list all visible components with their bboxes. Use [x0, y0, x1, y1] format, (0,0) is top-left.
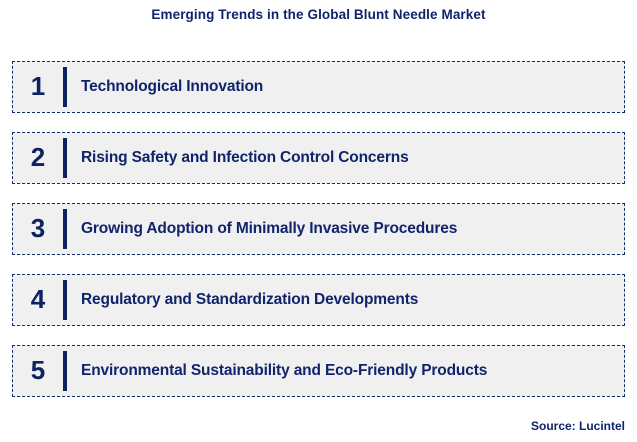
trend-label: Environmental Sustainability and Eco-Fri… — [81, 362, 488, 379]
trend-number: 3 — [30, 213, 46, 243]
list-item[interactable]: 5 Environmental Sustainability and Eco-F… — [12, 345, 625, 397]
source-attribution: Source: Lucintel — [530, 419, 625, 433]
trend-number: 1 — [30, 71, 46, 101]
vertical-divider-icon — [63, 209, 67, 249]
list-item[interactable]: 3 Growing Adoption of Minimally Invasive… — [12, 203, 625, 255]
vertical-divider-icon — [63, 280, 67, 320]
vertical-divider-icon — [63, 138, 67, 178]
vertical-divider-icon — [63, 67, 67, 107]
trend-number: 5 — [30, 355, 46, 385]
trend-label: Regulatory and Standardization Developme… — [81, 291, 419, 308]
trend-number: 2 — [30, 142, 46, 172]
list-item[interactable]: 1 Technological Innovation — [12, 61, 625, 113]
trend-label: Technological Innovation — [81, 78, 264, 95]
page-title: Emerging Trends in the Global Blunt Need… — [151, 7, 486, 22]
list-item[interactable]: 2 Rising Safety and Infection Control Co… — [12, 132, 625, 184]
trend-list: 1 Technological Innovation 2 Rising Safe… — [12, 61, 625, 397]
trend-label: Growing Adoption of Minimally Invasive P… — [81, 220, 458, 237]
trend-number: 4 — [30, 284, 46, 314]
vertical-divider-icon — [63, 351, 67, 391]
list-item[interactable]: 4 Regulatory and Standardization Develop… — [12, 274, 625, 326]
trend-label: Rising Safety and Infection Control Conc… — [81, 149, 409, 166]
